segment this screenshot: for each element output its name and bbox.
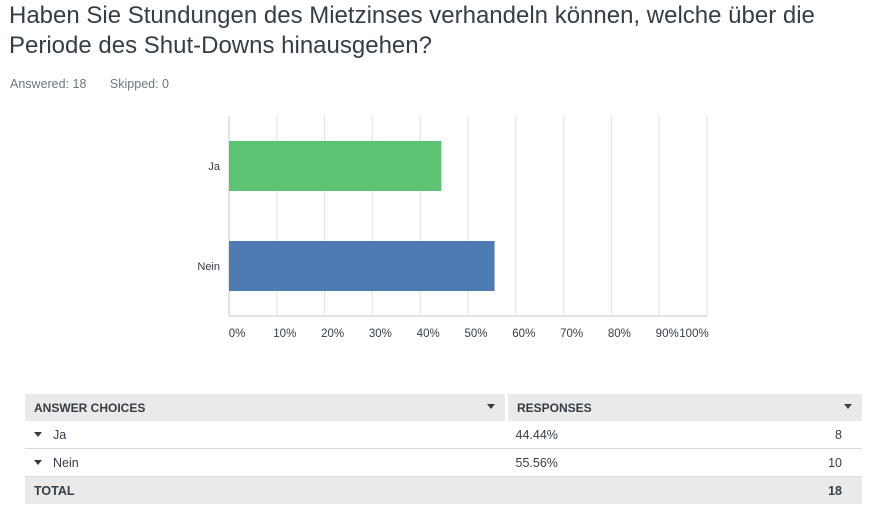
x-tick-label: 0% xyxy=(229,328,246,340)
category-label: Ja xyxy=(208,161,221,173)
response-stats: Answered: 18 Skipped: 0 xyxy=(10,77,169,91)
x-tick-label: 30% xyxy=(369,328,392,340)
responses-header-label: RESPONSES xyxy=(517,400,592,415)
skipped-count: Skipped: 0 xyxy=(109,77,169,91)
response-count: 10 xyxy=(714,448,862,477)
x-tick-label: 80% xyxy=(608,328,631,340)
answer-choices-header[interactable]: ANSWER CHOICES xyxy=(25,394,508,421)
total-row: TOTAL 18 xyxy=(25,476,862,504)
caret-down-icon[interactable] xyxy=(34,460,42,466)
x-tick-label: 40% xyxy=(417,328,440,340)
results-table: ANSWER CHOICES RESPONSES Ja 44.44% 8 Nei… xyxy=(25,394,862,504)
responses-header[interactable]: RESPONSES xyxy=(506,394,862,421)
answer-choices-header-label: ANSWER CHOICES xyxy=(34,400,146,415)
x-tick-label: 60% xyxy=(512,328,535,340)
response-percent: 55.56% xyxy=(506,448,715,477)
table-row: Nein 55.56% 10 xyxy=(25,448,862,477)
x-tick-label: 100% xyxy=(679,328,708,340)
question-title: Haben Sie Stundungen des Mietzinses verh… xyxy=(9,2,815,59)
chevron-down-icon[interactable] xyxy=(487,404,495,409)
total-label: TOTAL xyxy=(25,476,715,504)
x-tick-label: 50% xyxy=(464,328,487,340)
bar-nein xyxy=(229,241,495,291)
answer-choice-cell: Ja xyxy=(25,421,507,449)
x-tick-label: 90% xyxy=(656,328,679,340)
table-row: Ja 44.44% 8 xyxy=(25,421,862,449)
x-tick-label: 10% xyxy=(273,328,296,340)
bar-chart: 0% 10% 20% 30% 40% 50% 60% 70% 80% 90% 100% Ja Nein xyxy=(197,116,709,340)
x-tick-label: 70% xyxy=(560,328,583,340)
table-header-row: ANSWER CHOICES RESPONSES xyxy=(25,394,862,421)
response-percent: 44.44% xyxy=(506,421,715,449)
chevron-down-icon[interactable] xyxy=(844,404,852,409)
answer-choice-label: Ja xyxy=(53,427,67,442)
total-count: 18 xyxy=(714,476,862,504)
answer-choice-cell: Nein xyxy=(25,448,507,477)
answered-count: Answered: 18 xyxy=(10,77,87,91)
x-tick-label: 20% xyxy=(321,328,344,340)
answer-choice-label: Nein xyxy=(53,455,79,470)
bar-chart-svg: 0% 10% 20% 30% 40% 50% 60% 70% 80% 90% 100% Ja Nein xyxy=(197,116,709,340)
bar-ja xyxy=(229,141,442,191)
category-label: Nein xyxy=(197,261,220,273)
caret-down-icon[interactable] xyxy=(34,432,42,438)
response-count: 8 xyxy=(714,421,862,449)
